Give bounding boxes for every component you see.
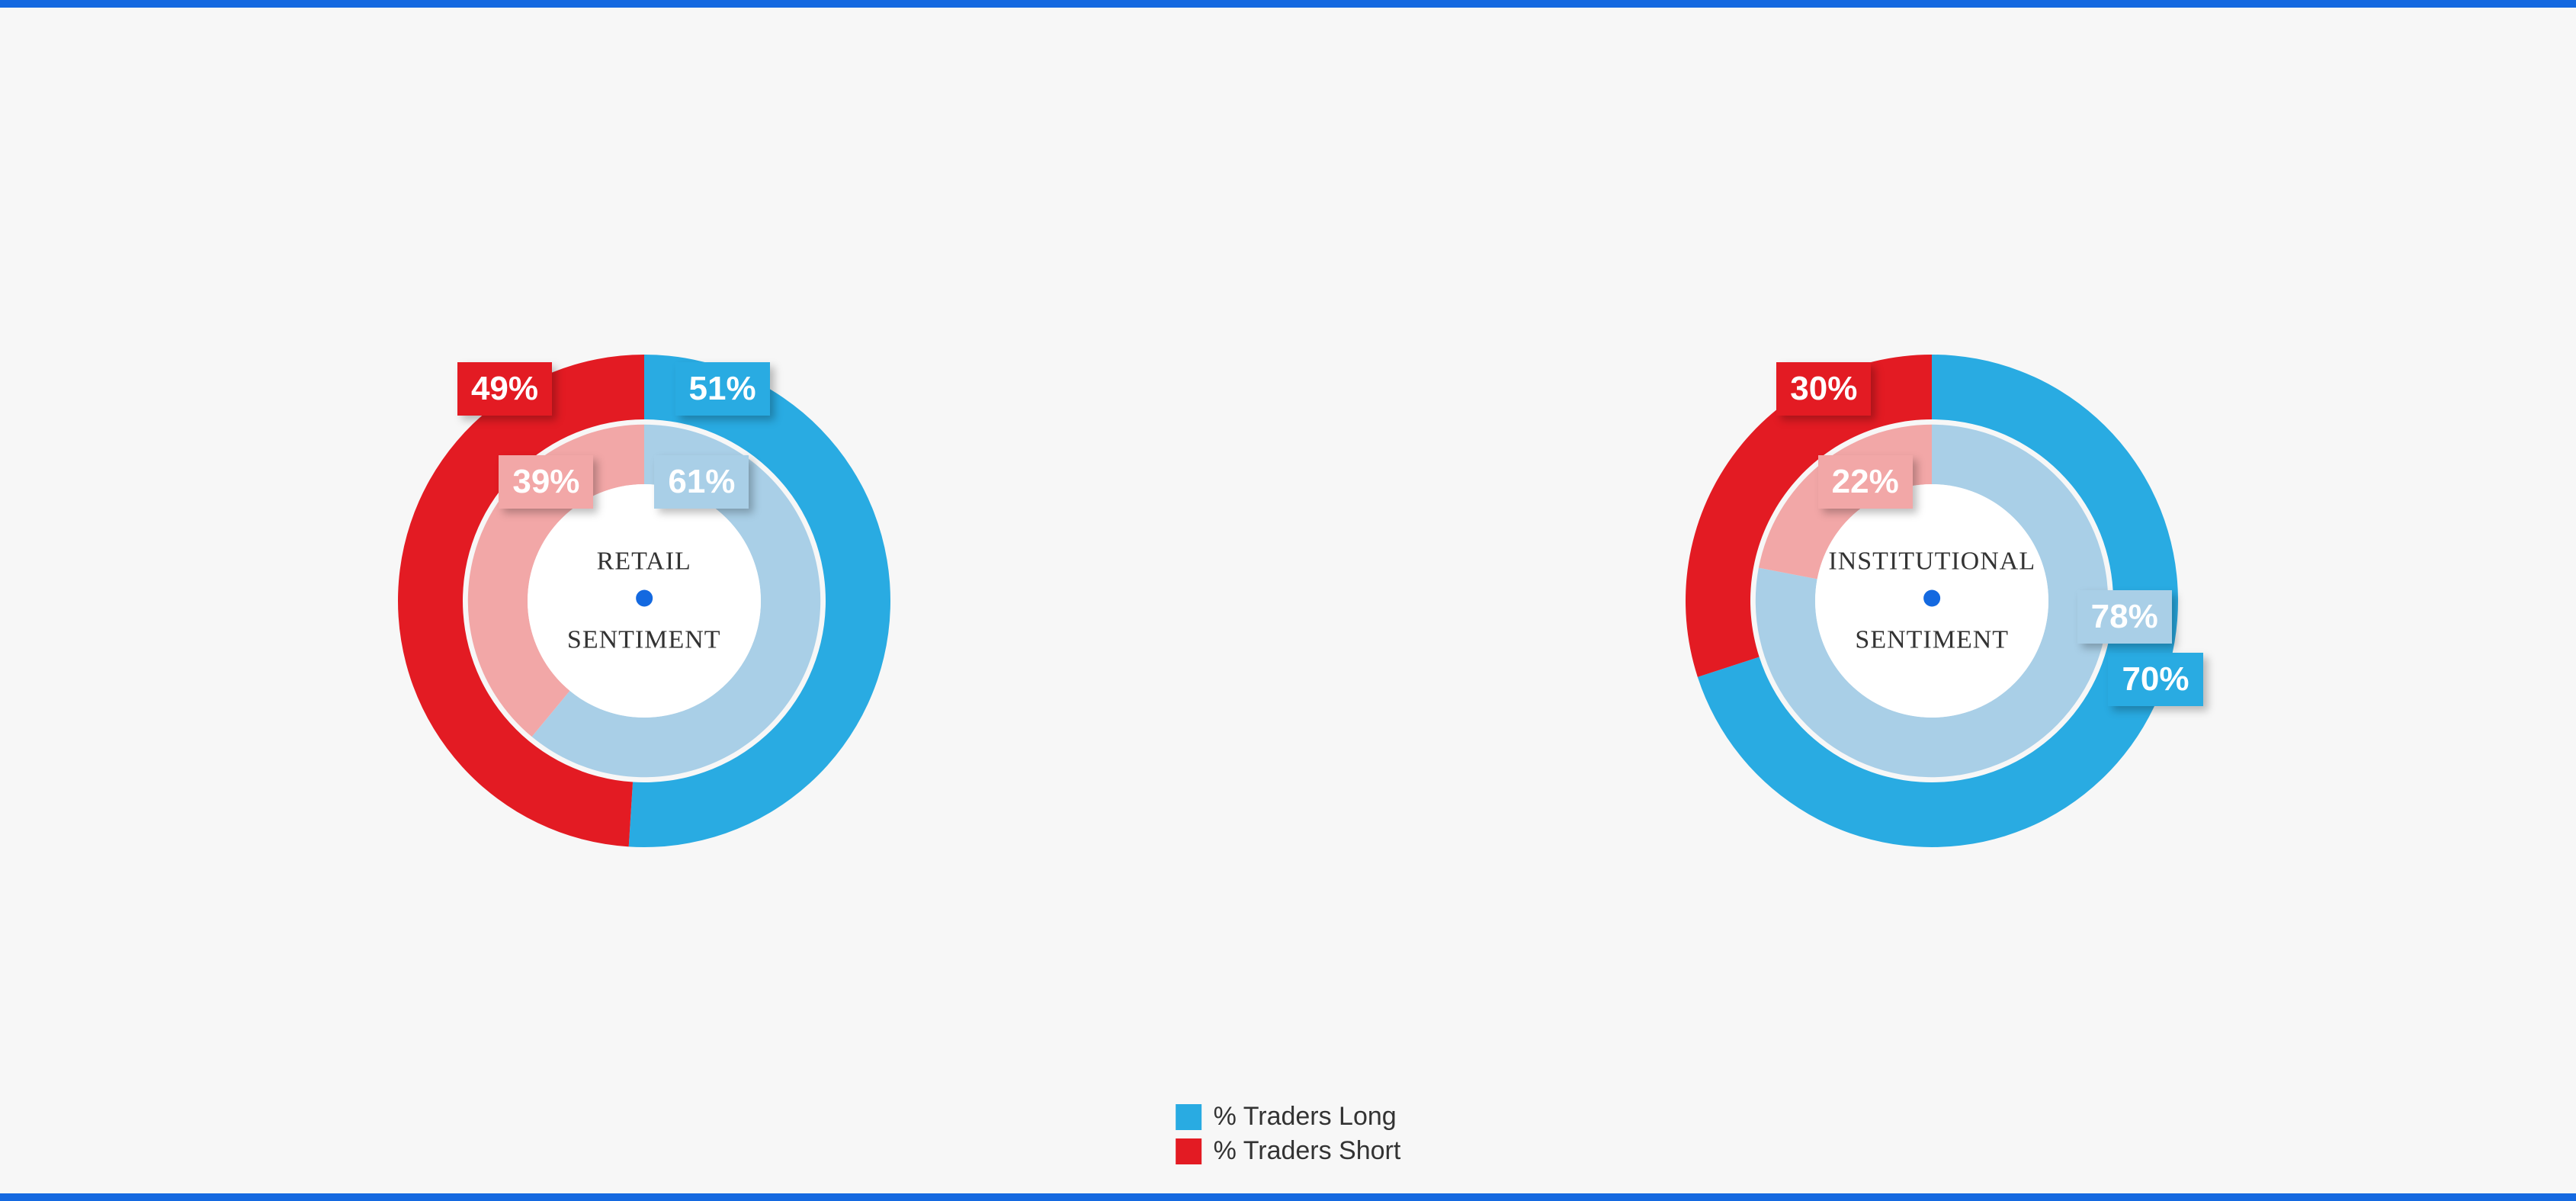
legend-row-long: % Traders Long [1176, 1102, 1401, 1132]
retail-title-bottom: SENTIMENT [567, 625, 721, 654]
legend-row-short: % Traders Short [1176, 1136, 1401, 1166]
retail-title-top: RETAIL [567, 547, 721, 576]
institutional-outer_short-label: 30% [1776, 362, 1871, 416]
center-dot-icon [636, 589, 653, 606]
institutional-outer_long-label: 70% [2108, 653, 2202, 706]
sentiment-dashboard: RETAIL SENTIMENT 51% 49% 61% 39% INSTITUTIO… [0, 0, 2576, 1201]
retail-inner_short-label: 39% [499, 455, 593, 509]
institutional-center-label: INSTITUTIONAL SENTIMENT [1828, 547, 2035, 654]
legend-swatch-long [1176, 1104, 1201, 1130]
institutional-title-bottom: SENTIMENT [1828, 625, 2035, 654]
center-dot-icon [1923, 589, 1940, 606]
legend-label-long: % Traders Long [1214, 1102, 1397, 1132]
legend: % Traders Long % Traders Short [1176, 1097, 1401, 1170]
retail-outer_short-label: 49% [457, 362, 552, 416]
legend-label-short: % Traders Short [1214, 1136, 1401, 1166]
institutional-title-top: INSTITUTIONAL [1828, 547, 2035, 576]
retail-inner_long-label: 61% [654, 455, 749, 509]
retail-center-label: RETAIL SENTIMENT [567, 547, 721, 654]
legend-swatch-short [1176, 1138, 1201, 1164]
institutional-sentiment-chart: INSTITUTIONAL SENTIMENT 70%30%78%22% [1673, 342, 2191, 860]
institutional-inner_long-label: 78% [2077, 590, 2172, 644]
retail-outer_long-label: 51% [675, 362, 770, 416]
institutional-inner_short-label: 22% [1818, 455, 1913, 509]
retail-sentiment-chart: RETAIL SENTIMENT 51% 49% 61% 39% [385, 342, 903, 860]
